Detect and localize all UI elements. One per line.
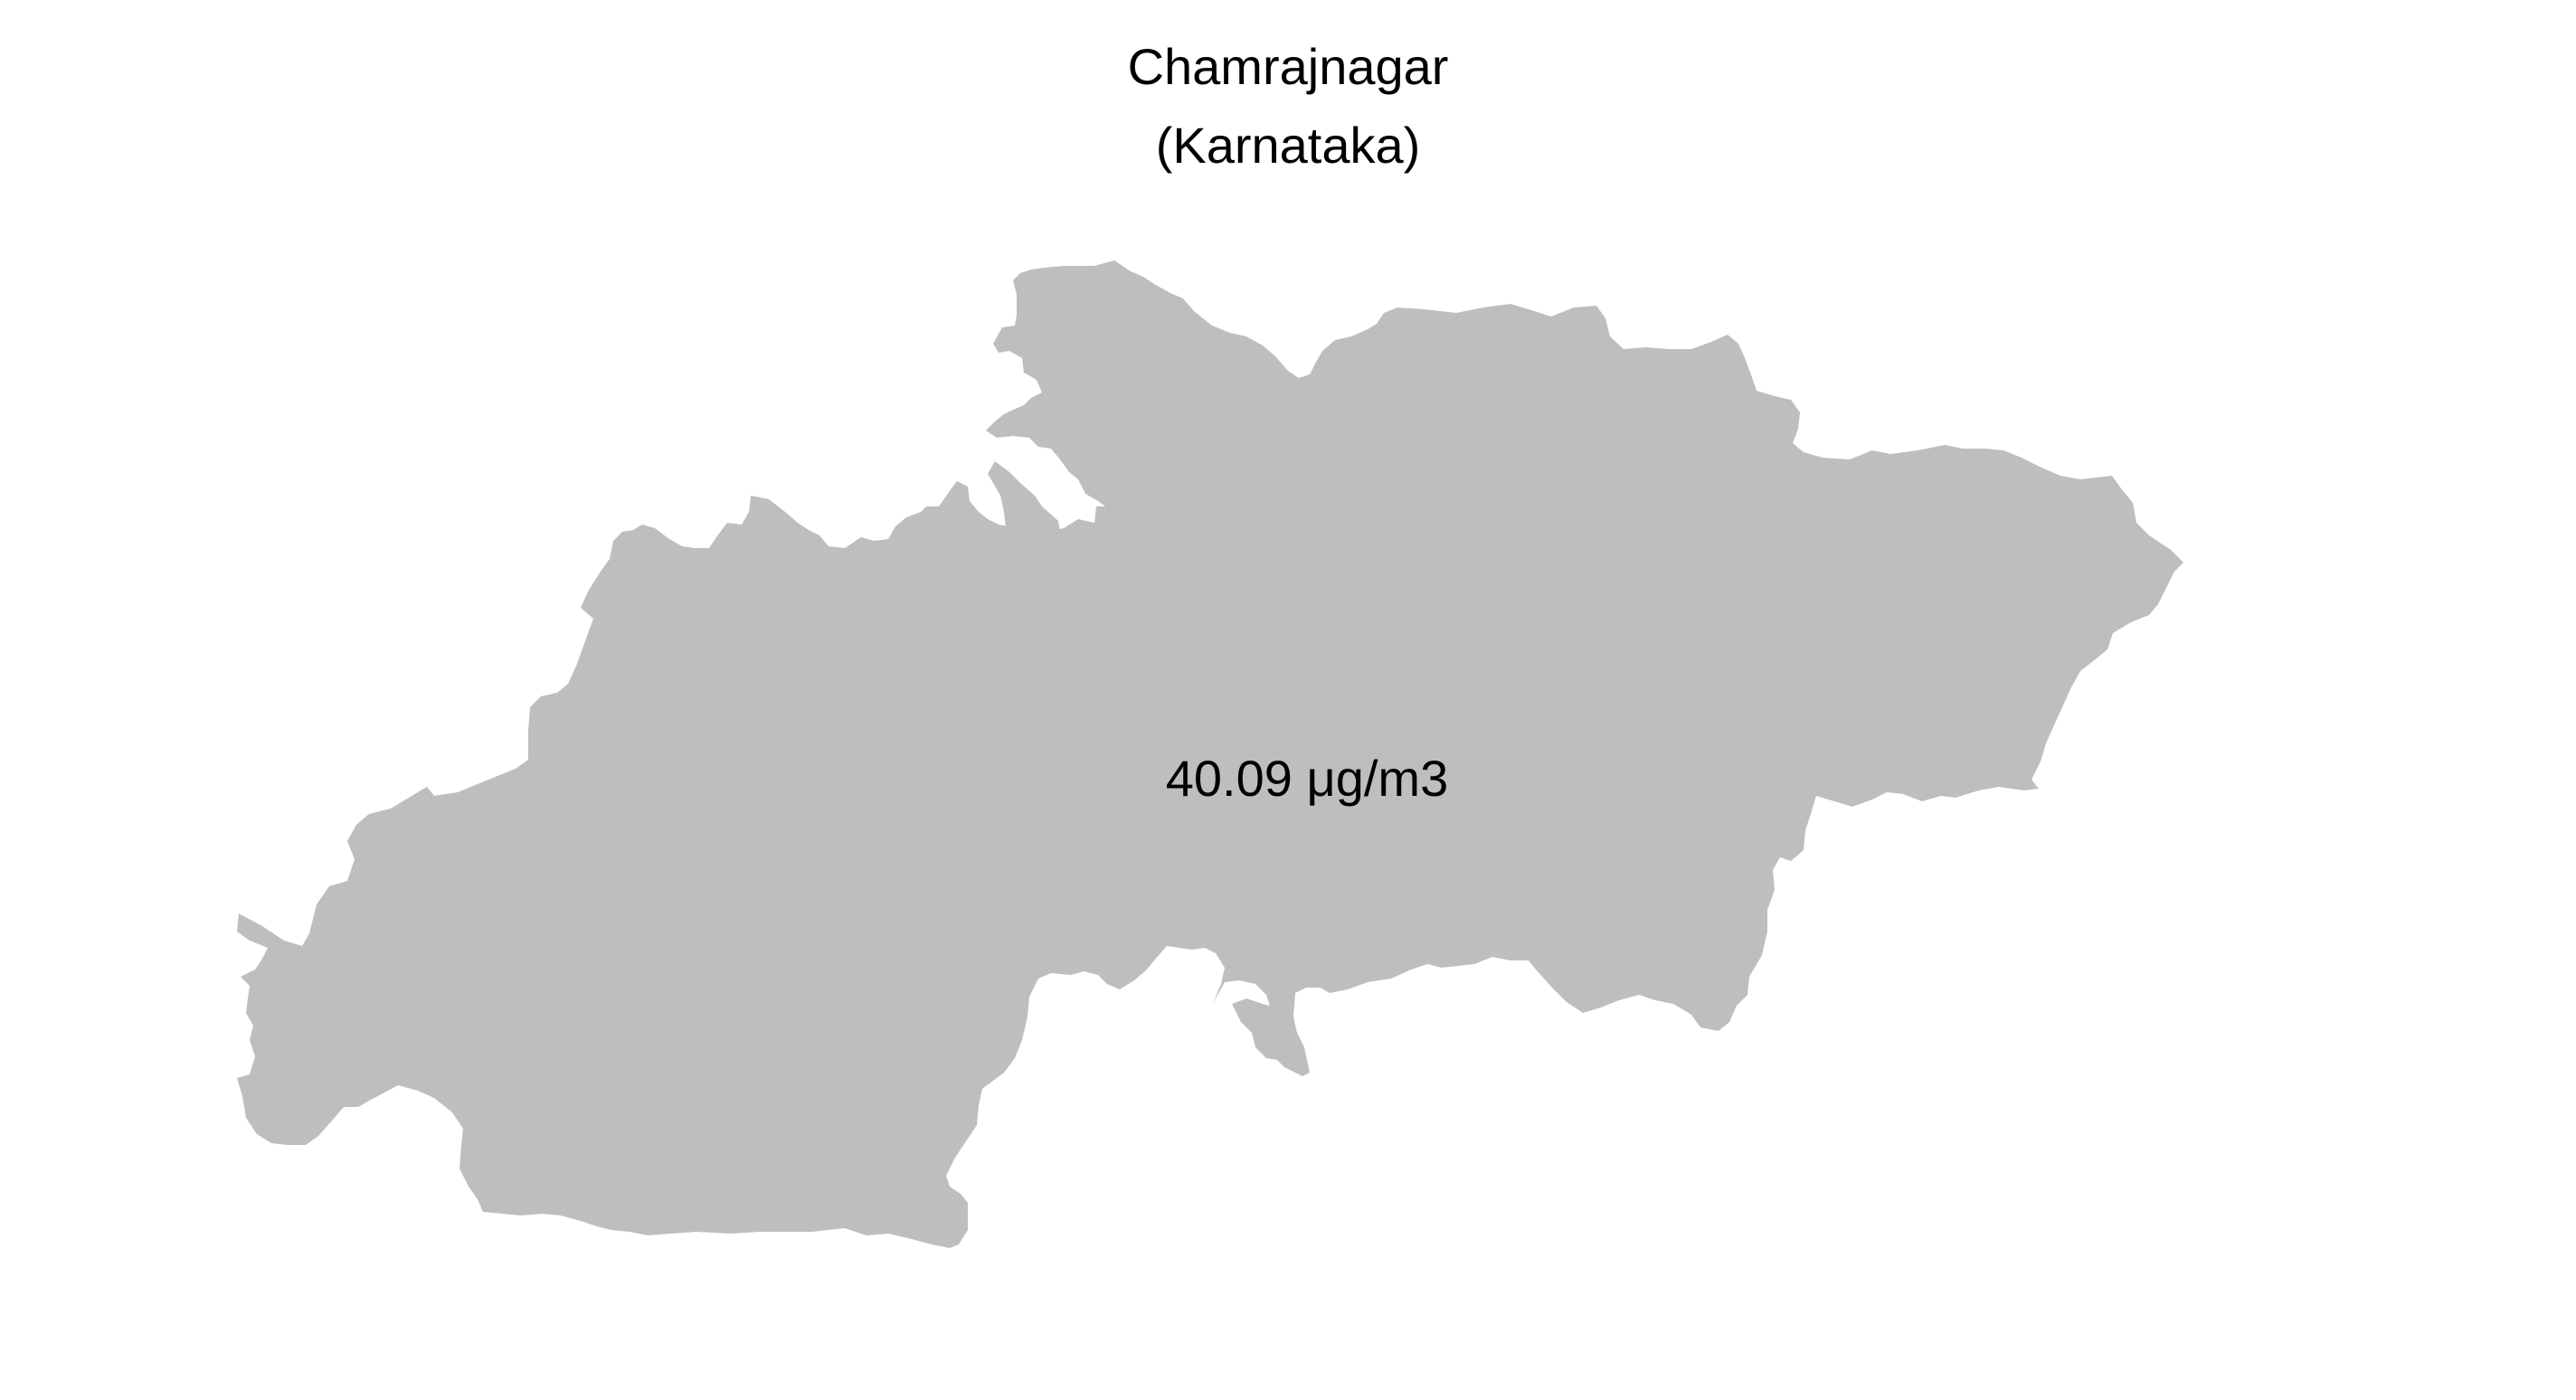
map-title: Chamrajnagar (1127, 38, 1449, 95)
district-value-label: 40.09 μg/m3 (1166, 750, 1448, 807)
map-subtitle: (Karnataka) (1155, 117, 1421, 174)
district-region-chamrajnagar (237, 260, 2183, 1248)
